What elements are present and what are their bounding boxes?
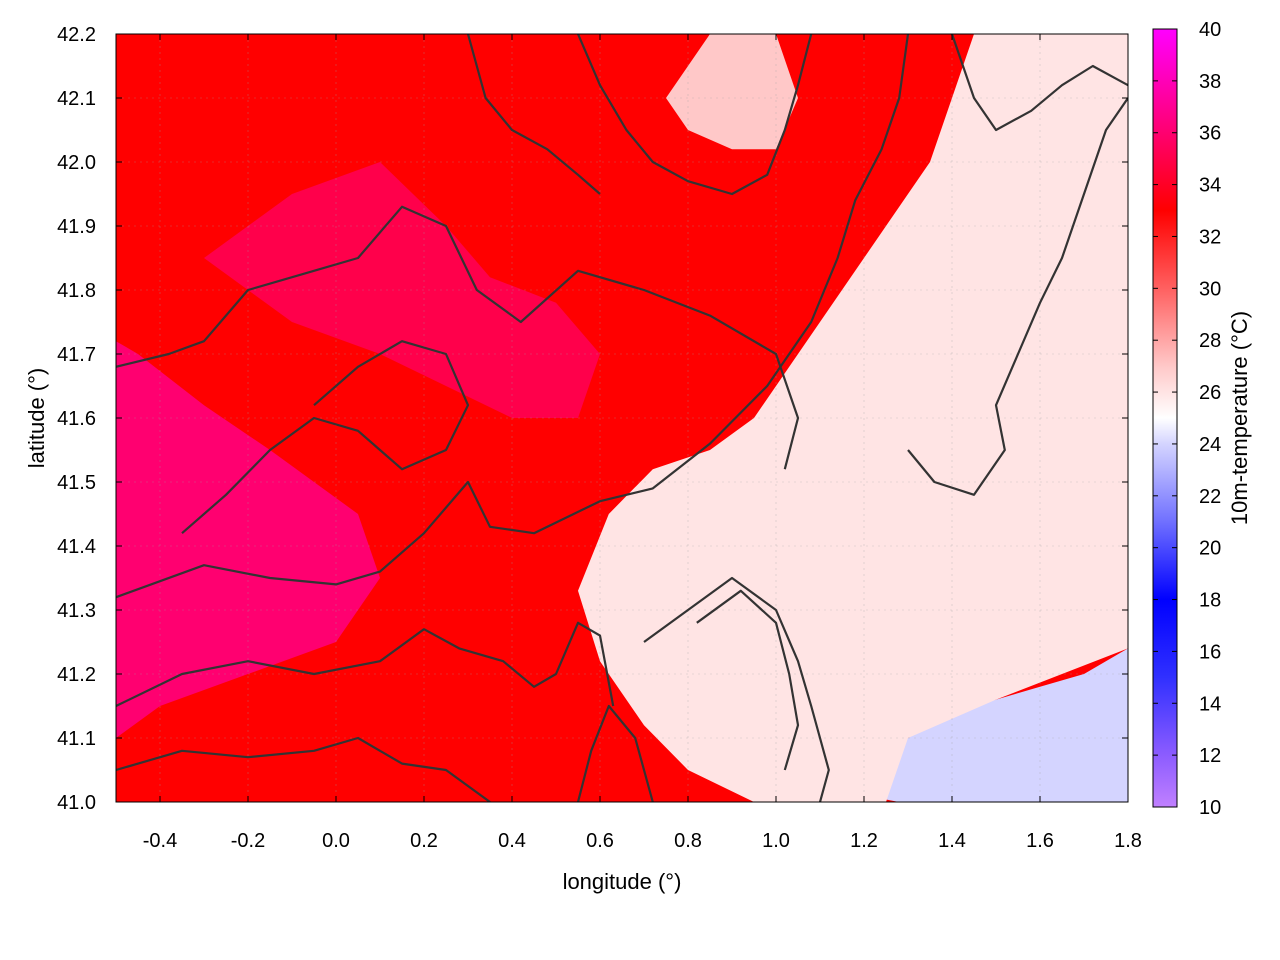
colorbar-tick-label: 20	[1199, 538, 1221, 560]
contour-line	[643, 576, 830, 802]
contour-line	[576, 34, 813, 196]
contour-line	[116, 736, 491, 802]
colorbar-tick-label: 16	[1199, 641, 1221, 663]
colorbar	[1152, 28, 1178, 808]
colorbar-tick-label: 40	[1199, 19, 1221, 41]
y-tick-label: 41.8	[57, 280, 96, 302]
region-ne-cool	[666, 34, 798, 150]
colorbar-tick-label: 32	[1199, 226, 1221, 248]
colorbar-tick-label: 14	[1199, 693, 1221, 715]
colorbar-tick-label: 24	[1199, 434, 1221, 456]
colorbar-tick-label: 36	[1199, 123, 1221, 145]
x-tick-label: 1.0	[762, 830, 790, 852]
x-tick-label: 1.6	[1026, 830, 1054, 852]
contour-line	[116, 34, 910, 599]
contour-line	[181, 340, 470, 535]
y-tick-label: 41.5	[57, 472, 96, 494]
y-tick-label: 42.2	[57, 24, 96, 46]
contour-line	[696, 589, 800, 771]
y-tick-label: 41.7	[57, 344, 96, 366]
plot-area	[116, 34, 1128, 802]
x-tick-label: -0.2	[231, 830, 265, 852]
x-tick-label: 0.4	[498, 830, 526, 852]
x-axis-ticks: -0.4 -0.2 0.0 0.2 0.4 0.6 0.8 1.0 1.2 1.4 1.6 1.8	[143, 34, 1142, 852]
y-tick-label: 41.6	[57, 408, 96, 430]
contour-line	[116, 205, 800, 470]
colorbar-tick-label: 30	[1199, 278, 1221, 300]
contour-line	[576, 704, 654, 802]
y-tick-label: 41.3	[57, 600, 96, 622]
colorbar-tick-label: 26	[1199, 382, 1221, 404]
grid-lines	[116, 34, 1128, 802]
y-axis-label: latitude (°)	[24, 368, 49, 469]
contour-line	[466, 34, 601, 195]
x-tick-label: 0.8	[674, 830, 702, 852]
contour-line	[116, 621, 615, 707]
colorbar-tick-label: 10	[1199, 797, 1221, 819]
y-axis-ticks: 41.0 41.1 41.2 41.3 41.4 41.5 41.6 41.7 41.8 41.9…	[57, 24, 1128, 814]
y-tick-label: 41.2	[57, 664, 96, 686]
x-tick-label: 1.2	[850, 830, 878, 852]
contour-line	[950, 34, 1128, 132]
colorbar-tick-label: 34	[1199, 175, 1221, 197]
x-axis-label: longitude (°)	[563, 869, 682, 894]
colorbar-tick-label: 12	[1199, 745, 1221, 767]
colorbar-tick-label: 38	[1199, 71, 1221, 93]
x-tick-label: -0.4	[143, 830, 177, 852]
y-tick-label: 42.0	[57, 152, 96, 174]
y-tick-label: 41.4	[57, 536, 96, 558]
x-tick-label: 1.4	[938, 830, 966, 852]
colorbar-tick-label: 22	[1199, 486, 1221, 508]
x-tick-label: 0.0	[322, 830, 350, 852]
colorbar-tick-label: 28	[1199, 330, 1221, 352]
y-tick-label: 41.9	[57, 216, 96, 238]
x-tick-label: 1.8	[1114, 830, 1142, 852]
colorbar-tick-label: 18	[1199, 590, 1221, 612]
y-tick-label: 41.1	[57, 728, 96, 750]
x-tick-label: 0.2	[410, 830, 438, 852]
colorbar-ticks: 10 12 14 16 18 20 22 24 26 28 30 32 34 36 38 40	[1153, 19, 1221, 819]
colorbar-label: 10m-temperature (°C)	[1227, 311, 1252, 525]
y-tick-label: 41.0	[57, 792, 96, 814]
contour-lines	[116, 34, 1128, 802]
x-tick-label: 0.6	[586, 830, 614, 852]
contour-line	[907, 97, 1128, 496]
y-tick-label: 42.1	[57, 88, 96, 110]
